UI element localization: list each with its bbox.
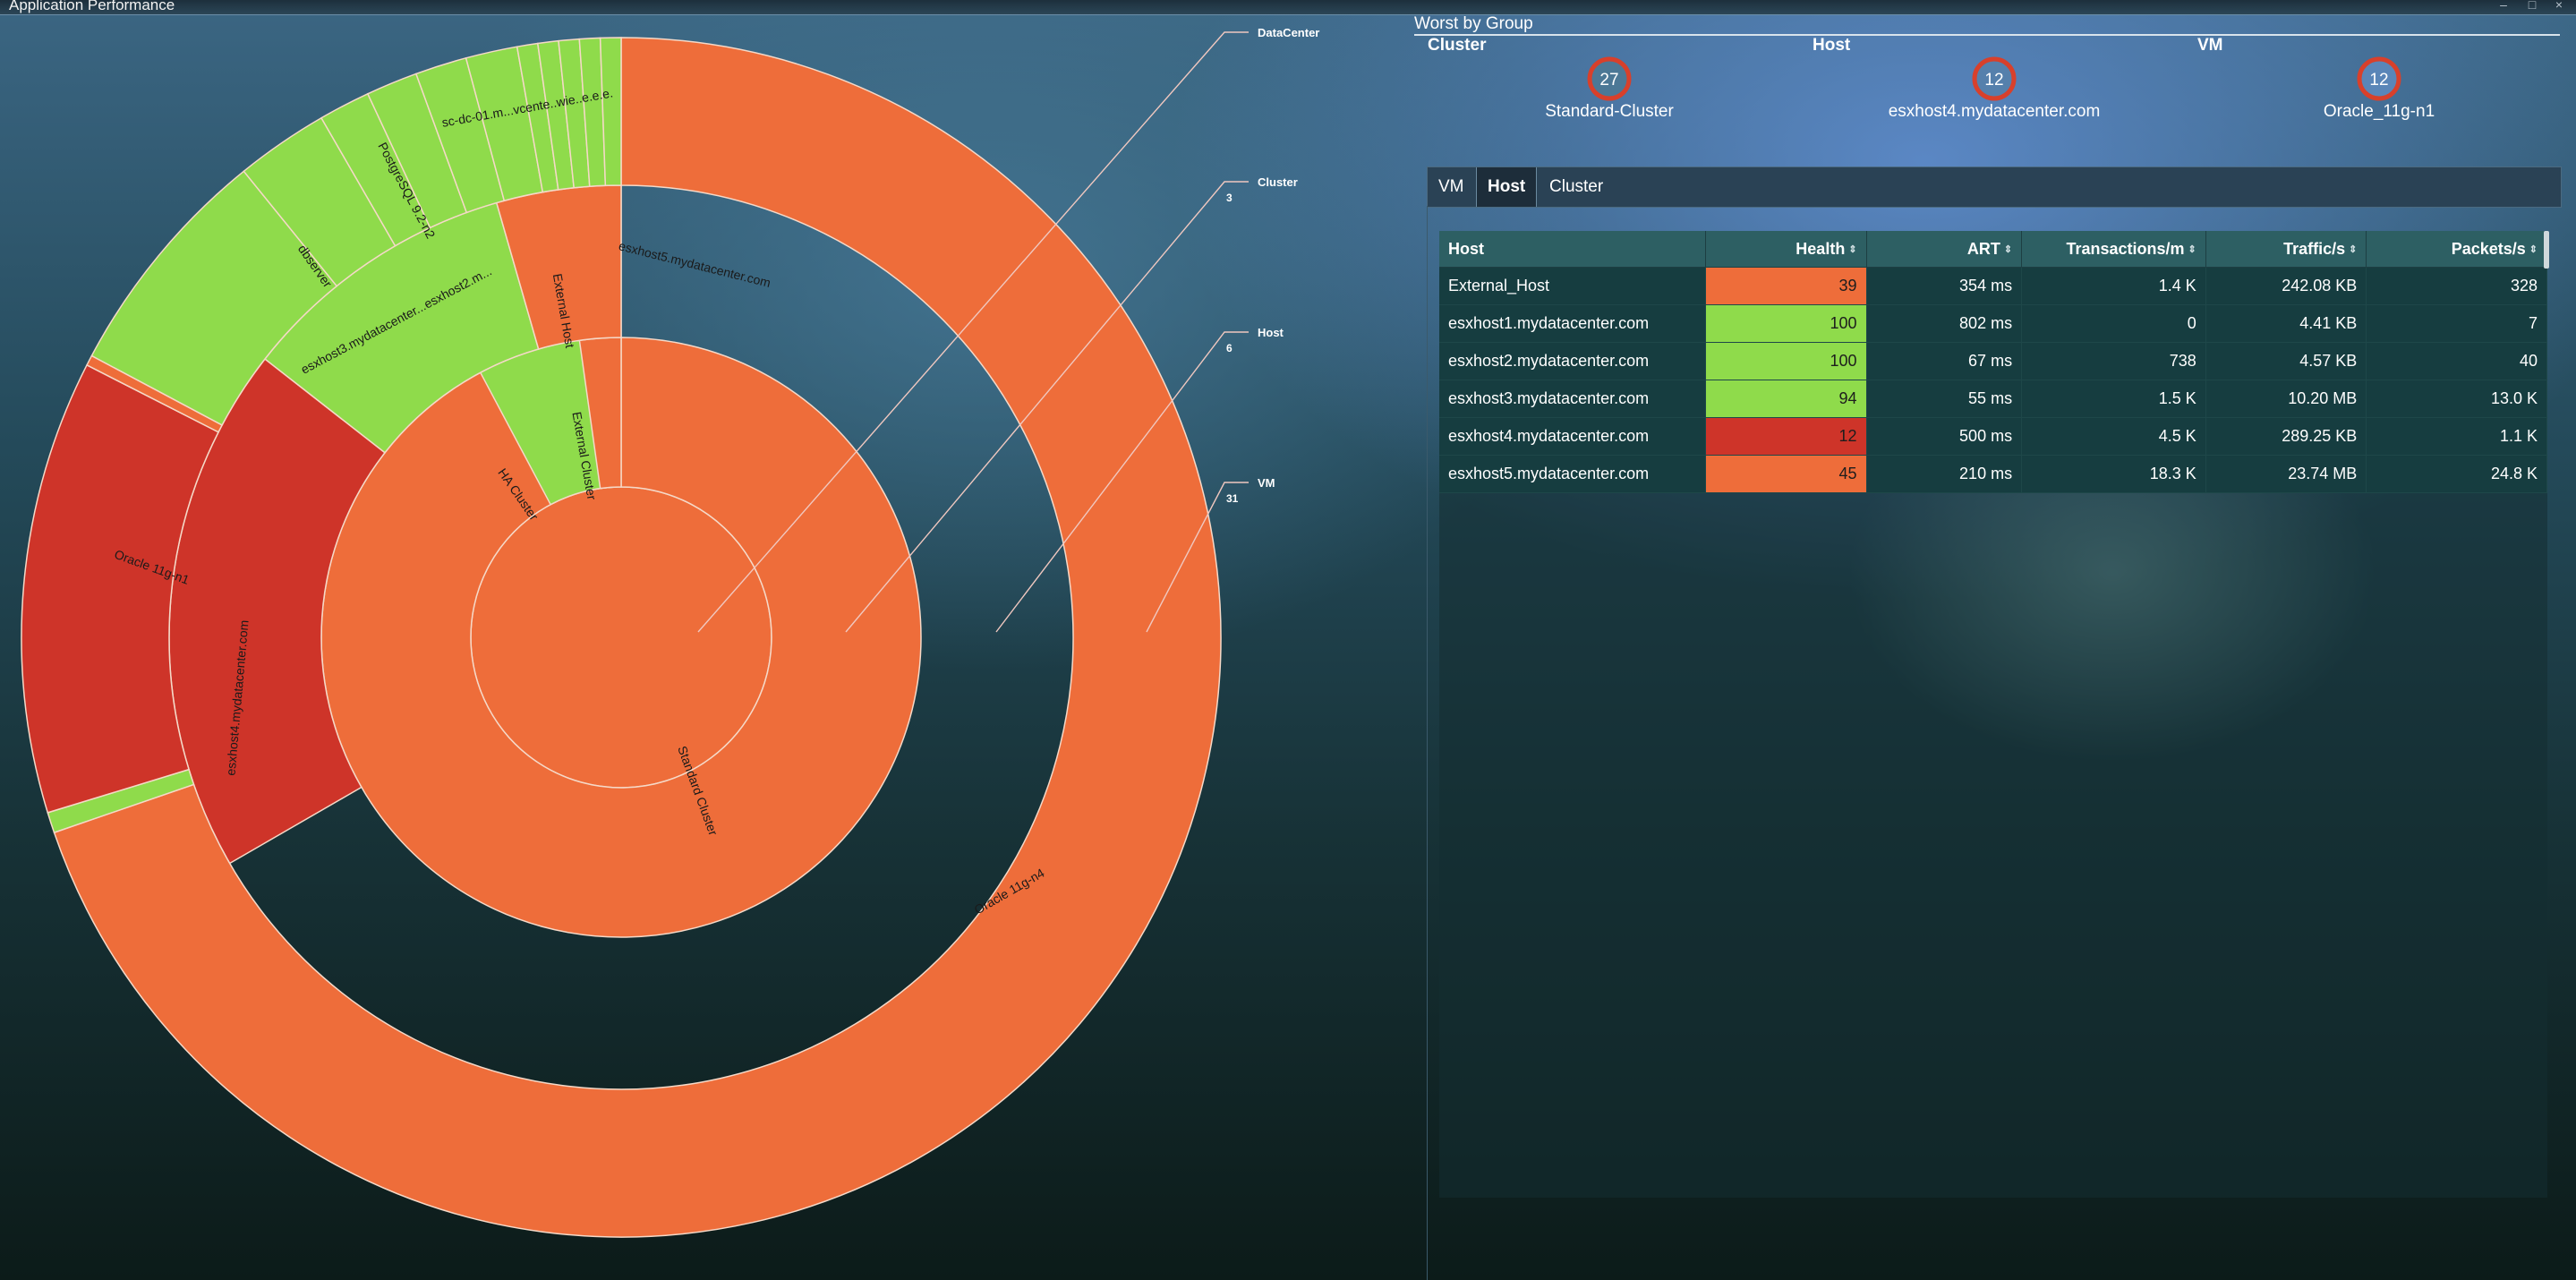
- window-title: Application Performance: [9, 0, 175, 13]
- group-label-host: Host: [1813, 36, 1851, 55]
- worst-cluster-name[interactable]: Standard-Cluster: [1545, 102, 1674, 121]
- sunburst-legend: DataCenter Cluster 3 Host 6 VM 31: [697, 26, 1319, 633]
- tab-cluster[interactable]: Cluster: [1549, 177, 1604, 196]
- traffic-cell: 242.08 KB: [2205, 267, 2367, 305]
- column-header-host[interactable]: Host: [1439, 231, 1706, 268]
- health-cell: 94: [1705, 380, 1867, 418]
- legend-label: Cluster: [1258, 175, 1298, 189]
- tab-vm[interactable]: VM: [1438, 177, 1464, 196]
- sort-icon: ⇕: [2188, 244, 2196, 256]
- table-row[interactable]: esxhost1.mydatacenter.com 100 802 ms 0 4.41 …: [1439, 304, 2547, 343]
- gauge-cluster[interactable]: 27: [1584, 54, 1634, 104]
- health-cell: 100: [1705, 342, 1867, 380]
- gauge-value-vm: 12: [2369, 71, 2388, 90]
- table-row[interactable]: esxhost2.mydatacenter.com 100 67 ms 738 4.57…: [1439, 342, 2547, 380]
- legend-count: 3: [1226, 192, 1233, 204]
- transactions-cell: 0: [2021, 304, 2206, 343]
- close-icon[interactable]: ×: [2555, 0, 2563, 12]
- traffic-cell: 4.57 KB: [2205, 342, 2367, 380]
- traffic-cell: 289.25 KB: [2205, 417, 2367, 456]
- gauge-vm[interactable]: 12: [2354, 54, 2404, 104]
- label-esxhost5: esxhost5.mydatacenter.com: [618, 238, 772, 290]
- column-header-art[interactable]: ART ⇕: [1866, 231, 2023, 268]
- column-header-health[interactable]: Health ⇕: [1705, 231, 1867, 268]
- health-cell: 39: [1705, 267, 1867, 305]
- group-tabs: VM Host Cluster: [1427, 166, 2562, 208]
- legend-label: VM: [1258, 476, 1275, 490]
- art-cell: 354 ms: [1866, 267, 2023, 305]
- host-cell: esxhost1.mydatacenter.com: [1439, 304, 1706, 343]
- maximize-icon[interactable]: □: [2528, 0, 2537, 12]
- art-cell: 500 ms: [1866, 417, 2023, 456]
- legend-count: 31: [1226, 492, 1239, 505]
- column-header-transactions[interactable]: Transactions/m ⇕: [2021, 231, 2206, 268]
- transactions-cell: 1.4 K: [2021, 267, 2206, 305]
- gauge-value-cluster: 27: [1599, 71, 1618, 90]
- vm-segment[interactable]: [599, 37, 622, 187]
- packets-cell: 328: [2366, 267, 2547, 305]
- table-row[interactable]: External_Host 39 354 ms 1.4 K 242.08 KB 328: [1439, 267, 2547, 305]
- sort-icon: ⇕: [2003, 244, 2013, 256]
- transactions-cell: 4.5 K: [2021, 417, 2206, 456]
- sort-icon: ⇕: [2349, 244, 2358, 256]
- traffic-cell: 4.41 KB: [2205, 304, 2367, 343]
- legend-label: Host: [1258, 326, 1284, 339]
- gauge-host[interactable]: 12: [1969, 54, 2019, 104]
- table-scrollbar[interactable]: [2544, 231, 2549, 269]
- packets-cell: 1.1 K: [2366, 417, 2547, 456]
- host-cell: esxhost5.mydatacenter.com: [1439, 455, 1706, 493]
- packets-cell: 7: [2366, 304, 2547, 343]
- transactions-cell: 738: [2021, 342, 2206, 380]
- column-header-traffic[interactable]: Traffic/s ⇕: [2205, 231, 2367, 268]
- host-cell: esxhost3.mydatacenter.com: [1439, 380, 1706, 418]
- legend-leader-line: [697, 31, 1249, 633]
- packets-cell: 13.0 K: [2366, 380, 2547, 418]
- worst-divider: [1414, 34, 2560, 36]
- legend-leader-line: [1146, 482, 1249, 633]
- host-cell: esxhost4.mydatacenter.com: [1439, 417, 1706, 456]
- minimize-icon[interactable]: –: [2500, 0, 2507, 12]
- art-cell: 55 ms: [1866, 380, 2023, 418]
- panel-divider: [1427, 206, 1428, 1280]
- table-row[interactable]: esxhost3.mydatacenter.com 94 55 ms 1.5 K 10.…: [1439, 380, 2547, 418]
- group-label-cluster: Cluster: [1428, 36, 1487, 55]
- legend-label: DataCenter: [1258, 26, 1319, 39]
- gauge-value-host: 12: [1984, 71, 2003, 90]
- tab-host[interactable]: Host: [1476, 167, 1538, 207]
- legend-leader-line: [845, 181, 1249, 633]
- host-cell: External_Host: [1439, 267, 1706, 305]
- group-label-vm: VM: [2197, 36, 2223, 55]
- host-grid: Host Health ⇕ ART ⇕ Transactions/m ⇕ Traffi…: [1439, 231, 2547, 1198]
- legend-count: 6: [1226, 342, 1233, 354]
- legend-leader-line: [995, 331, 1249, 633]
- health-cell: 12: [1705, 417, 1867, 456]
- transactions-cell: 18.3 K: [2021, 455, 2206, 493]
- sort-icon: ⇕: [1848, 244, 1857, 256]
- table-header-row: Host Health ⇕ ART ⇕ Transactions/m ⇕ Traffi…: [1439, 231, 2547, 268]
- window-titlebar: Application Performance – □ ×: [0, 0, 2576, 15]
- sunburst-segments[interactable]: [21, 37, 1222, 1238]
- packets-cell: 40: [2366, 342, 2547, 380]
- art-cell: 67 ms: [1866, 342, 2023, 380]
- traffic-cell: 23.74 MB: [2205, 455, 2367, 493]
- datacenter-segment[interactable]: [470, 486, 772, 789]
- art-cell: 802 ms: [1866, 304, 2023, 343]
- traffic-cell: 10.20 MB: [2205, 380, 2367, 418]
- health-cell: 45: [1705, 455, 1867, 493]
- art-cell: 210 ms: [1866, 455, 2023, 493]
- sort-icon: ⇕: [2529, 244, 2538, 256]
- host-table: Host Health ⇕ ART ⇕ Transactions/m ⇕ Traffi…: [1439, 231, 2547, 493]
- table-row[interactable]: esxhost4.mydatacenter.com 12 500 ms 4.5 K 28…: [1439, 417, 2547, 456]
- worst-vm-name[interactable]: Oracle_11g-n1: [2323, 102, 2435, 121]
- host-cell: esxhost2.mydatacenter.com: [1439, 342, 1706, 380]
- transactions-cell: 1.5 K: [2021, 380, 2206, 418]
- worst-by-group-title: Worst by Group: [1414, 14, 1533, 33]
- packets-cell: 24.8 K: [2366, 455, 2547, 493]
- health-cell: 100: [1705, 304, 1867, 343]
- column-header-packets[interactable]: Packets/s ⇕: [2366, 231, 2547, 268]
- worst-host-name[interactable]: esxhost4.mydatacenter.com: [1888, 102, 2101, 121]
